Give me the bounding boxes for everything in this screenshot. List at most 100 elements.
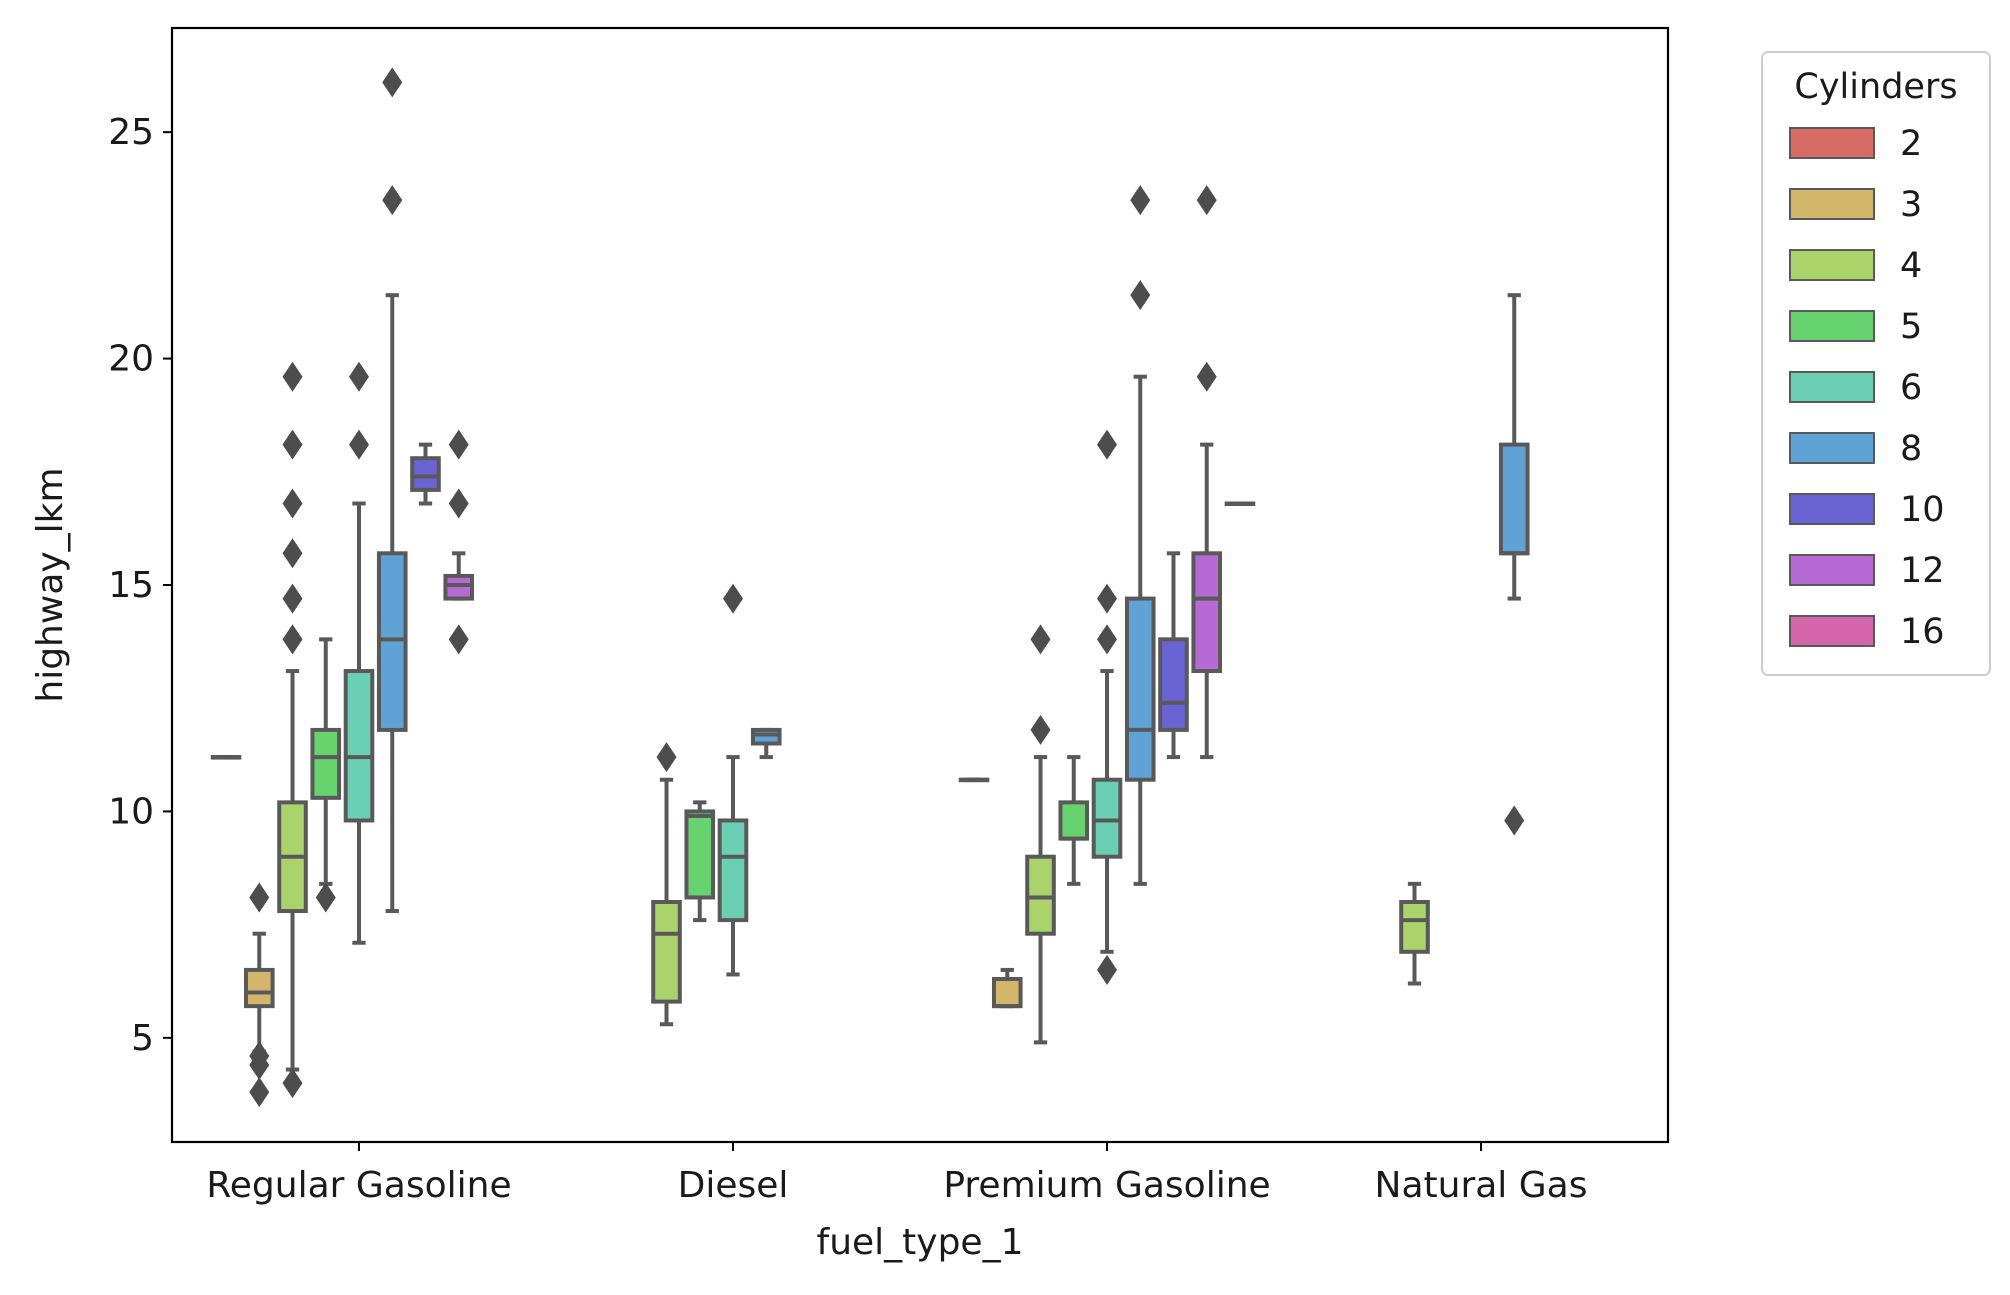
box-premium-gasoline-12 — [1191, 185, 1223, 760]
outlier-point — [282, 429, 303, 460]
y-tick-label: 25 — [108, 112, 154, 153]
box-iqr — [310, 727, 342, 800]
plot-area — [210, 67, 1530, 1108]
legend: Cylinders 2 3 4 5 6 8 10 12 16 — [1761, 51, 1991, 676]
legend-label: 3 — [1900, 185, 1922, 225]
legend-label: 2 — [1900, 124, 1922, 164]
outlier-point — [282, 583, 303, 614]
box-diesel-8 — [750, 727, 782, 760]
box-natural-gas-4 — [1399, 881, 1430, 986]
box-iqr — [1025, 854, 1056, 936]
box-diesel-4 — [651, 742, 682, 1027]
legend-swatch — [1789, 249, 1875, 281]
box-premium-gasoline-8 — [1124, 185, 1156, 886]
outlier-point — [448, 624, 469, 655]
outlier-point — [1196, 361, 1217, 392]
legend-entry-10: 10 — [1789, 490, 1945, 530]
outlier-point — [282, 538, 303, 569]
legend-entry-5: 5 — [1789, 307, 1922, 347]
box-regular-gasoline-2 — [210, 755, 242, 760]
legend-label: 10 — [1900, 490, 1945, 530]
box-iqr — [750, 727, 782, 746]
box-iqr — [243, 967, 275, 1009]
legend-label: 16 — [1900, 612, 1945, 652]
outlier-point — [282, 488, 303, 519]
legend-swatch — [1789, 188, 1875, 220]
legend-label: 5 — [1900, 307, 1922, 347]
box-iqr — [651, 899, 682, 1004]
axes: 5 10 15 20 25 Regular Gasoline Diesel Premium G… — [108, 112, 1587, 1206]
box-iqr — [343, 669, 375, 823]
x-tick-label: Premium Gasoline — [943, 1165, 1270, 1206]
outlier-point — [1130, 280, 1151, 311]
legend-entry-2: 2 — [1789, 124, 1922, 164]
box-regular-gasoline-5 — [310, 637, 342, 913]
outlier-point — [249, 1077, 270, 1108]
outlier-point — [1097, 624, 1117, 655]
outlier-point — [1097, 429, 1117, 460]
legend-label: 12 — [1900, 551, 1945, 591]
legend-label: 8 — [1900, 429, 1922, 469]
box-natural-gas-8 — [1498, 293, 1530, 836]
outlier-point — [282, 361, 303, 392]
box-regular-gasoline-8 — [376, 67, 408, 914]
outlier-point — [1097, 583, 1117, 614]
box-iqr — [1399, 899, 1430, 954]
x-tick-label: Regular Gasoline — [206, 1165, 511, 1206]
outlier-point — [1030, 714, 1051, 745]
y-axis-label: highway_lkm — [30, 467, 71, 702]
outlier-point — [1030, 624, 1051, 655]
box-iqr — [410, 456, 441, 492]
box-diesel-5 — [684, 800, 716, 923]
box-regular-gasoline-3 — [243, 882, 275, 1108]
legend-swatch — [1789, 615, 1875, 647]
legend-entry-12: 12 — [1789, 551, 1945, 591]
outlier-point — [249, 882, 270, 913]
x-tick-label: Diesel — [678, 1165, 789, 1206]
y-tick-label: 10 — [108, 791, 154, 832]
legend-label: 6 — [1900, 368, 1922, 408]
x-axis-label: fuel_type_1 — [817, 1222, 1024, 1263]
legend-entry-4: 4 — [1789, 246, 1922, 286]
outlier-point — [448, 488, 469, 519]
box-iqr — [1191, 551, 1223, 674]
box-iqr — [684, 809, 716, 900]
outlier-point — [382, 185, 403, 216]
outlier-point — [723, 583, 743, 614]
legend-swatch — [1789, 554, 1875, 586]
y-tick-label: 20 — [108, 339, 154, 380]
box-iqr — [1498, 442, 1530, 556]
outlier-point — [656, 742, 677, 773]
legend-title: Cylinders — [1794, 67, 1957, 107]
box-iqr — [376, 551, 408, 732]
box-regular-gasoline-10 — [410, 442, 441, 506]
box-regular-gasoline-6 — [343, 361, 375, 945]
box-iqr — [1091, 777, 1123, 859]
box-iqr — [717, 818, 749, 923]
outlier-point — [315, 882, 336, 913]
legend-swatch — [1789, 371, 1875, 403]
box-premium-gasoline-2 — [958, 777, 990, 783]
box-premium-gasoline-16 — [1224, 501, 1256, 506]
legend-entry-8: 8 — [1789, 429, 1922, 469]
legend-entry-6: 6 — [1789, 368, 1922, 408]
box-premium-gasoline-6 — [1091, 429, 1123, 985]
legend-entry-3: 3 — [1789, 185, 1922, 225]
box-iqr — [1158, 637, 1189, 732]
outlier-point — [1097, 954, 1117, 985]
outlier-point — [249, 1050, 270, 1081]
box-premium-gasoline-3 — [991, 967, 1023, 1009]
y-tick-label: 15 — [108, 565, 154, 606]
outlier-point — [448, 429, 469, 460]
y-tick-label: 5 — [131, 1018, 154, 1059]
legend-swatch — [1789, 432, 1875, 464]
legend-label: 4 — [1900, 246, 1922, 286]
box-iqr — [1058, 800, 1090, 841]
box-iqr — [443, 573, 475, 601]
box-iqr — [1124, 596, 1156, 782]
legend-swatch — [1789, 127, 1875, 159]
box-diesel-6 — [717, 583, 749, 977]
